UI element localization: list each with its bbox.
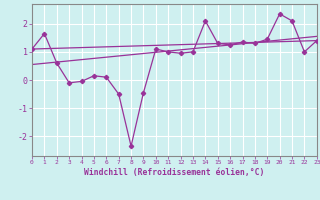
X-axis label: Windchill (Refroidissement éolien,°C): Windchill (Refroidissement éolien,°C) [84, 168, 265, 177]
